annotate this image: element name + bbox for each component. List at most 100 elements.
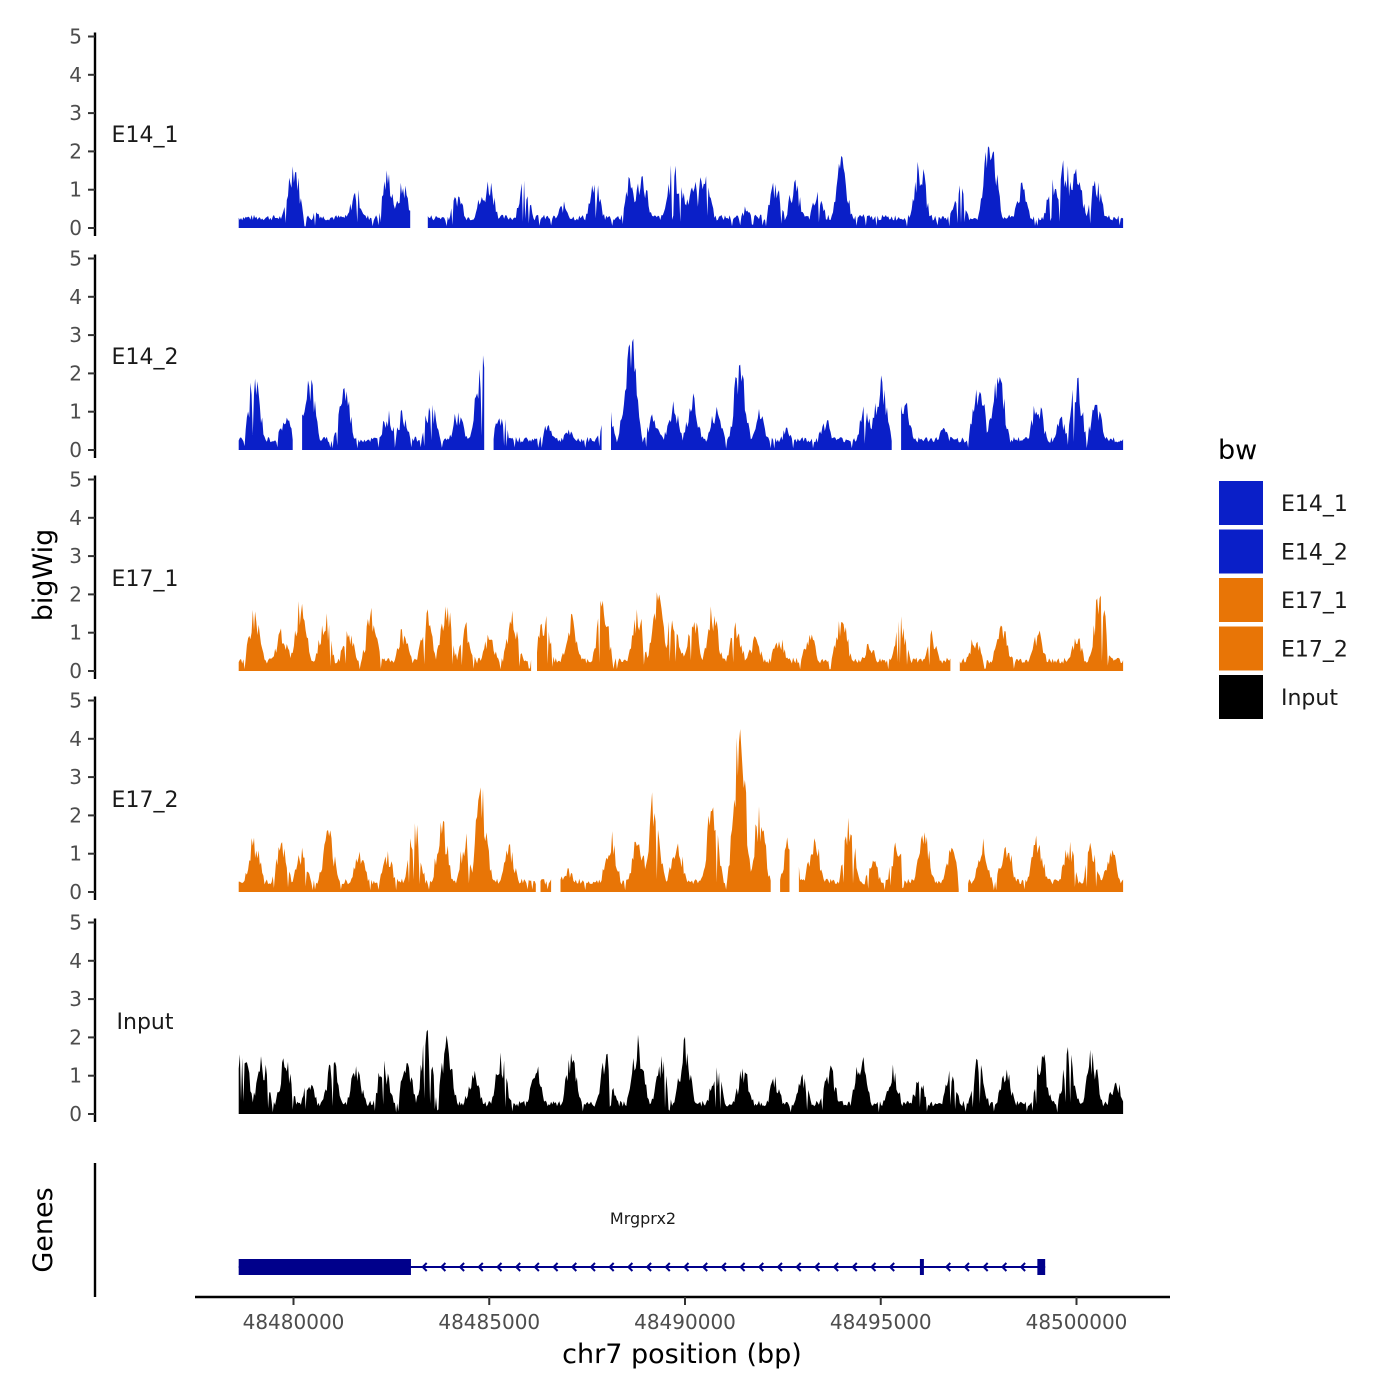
track-label-Input: Input	[117, 1010, 174, 1035]
strand-arrow	[626, 1262, 634, 1272]
strand-arrow	[963, 1262, 970, 1272]
strand-arrow	[421, 1262, 428, 1272]
x-tick-label: 48490000	[634, 1310, 736, 1334]
y-tick-label-E17_2: 3	[69, 765, 82, 789]
y-tick-label-Input: 1	[69, 1064, 82, 1088]
legend-swatch-Input	[1219, 675, 1263, 719]
signal-area-E14_2	[238, 378, 293, 450]
strand-arrow	[813, 1262, 821, 1272]
y-tick-label-E17_1: 4	[69, 506, 82, 530]
strand-arrow	[496, 1262, 503, 1272]
y-tick-label-E14_2: 3	[69, 323, 82, 347]
y-tick-label-E14_2: 4	[69, 285, 82, 309]
y-tick-label-E17_2: 5	[69, 689, 82, 713]
strand-arrow	[870, 1262, 877, 1272]
y-axis-title: bigWig	[28, 529, 59, 622]
signal-area-E14_1	[427, 146, 1124, 228]
y-tick-label-E17_2: 4	[69, 727, 82, 751]
legend-title: bw	[1218, 435, 1257, 466]
signal-area-E17_1	[959, 595, 1124, 671]
y-tick-label-E14_1: 0	[69, 216, 82, 240]
signal-area-E17_2	[968, 835, 1124, 892]
y-tick-label-E17_2: 2	[69, 803, 82, 827]
signal-area-E17_2	[540, 879, 552, 892]
track-E17_1: 0 1 2 3 4 5 E17_1	[69, 468, 1124, 683]
strand-arrow	[514, 1262, 521, 1272]
strand-arrow	[608, 1262, 615, 1272]
signal-area-E14_1	[238, 166, 411, 228]
signal-area-Input	[238, 1029, 1124, 1114]
y-tick-label-Input: 0	[69, 1102, 82, 1126]
y-tick-label-E14_2: 1	[69, 400, 82, 424]
strand-arrow	[645, 1262, 652, 1272]
y-tick-label-E14_2: 0	[69, 438, 82, 462]
track-E14_1: 0 1 2 3 4 5 E14_1	[69, 25, 1124, 240]
legend-swatch-E17_2	[1219, 626, 1263, 671]
strand-arrow	[1000, 1262, 1008, 1272]
legend-label-E14_1: E14_1	[1281, 492, 1348, 517]
legend-label-E17_1: E17_1	[1281, 589, 1348, 614]
strand-arrow	[832, 1262, 839, 1272]
y-tick-label-E17_2: 1	[69, 842, 82, 866]
track-Input: 0 1 2 3 4 5 Input	[69, 911, 1124, 1126]
strand-arrow	[477, 1262, 484, 1272]
y-tick-label-E14_1: 1	[69, 178, 82, 202]
strand-arrow	[683, 1262, 690, 1272]
legend-label-Input: Input	[1281, 686, 1338, 711]
strand-arrow	[552, 1262, 559, 1272]
x-ticks: 48480000 48485000 48490000 48495000 48500000	[243, 1297, 1127, 1334]
strand-arrow	[851, 1262, 858, 1272]
legend-label-E17_2: E17_2	[1281, 638, 1348, 663]
x-tick-label: 48495000	[830, 1310, 932, 1334]
strand-arrow	[570, 1262, 578, 1272]
signal-area-E17_2	[238, 787, 536, 892]
signal-area-E17_1	[537, 592, 951, 671]
strand-arrow	[795, 1262, 802, 1272]
y-tick-label-Input: 4	[69, 949, 82, 973]
strand-arrow	[944, 1262, 952, 1272]
gene-panel: Genes Mrgprx2	[28, 1163, 1046, 1297]
y-tick-label-E17_1: 2	[69, 582, 82, 606]
strand-arrow	[701, 1262, 708, 1272]
strand-arrow	[776, 1262, 783, 1272]
strand-arrow	[589, 1262, 596, 1272]
gene-exon	[238, 1259, 411, 1275]
x-axis: 48480000 48485000 48490000 48495000 48500000…	[195, 1295, 1170, 1370]
strand-arrow	[439, 1262, 447, 1272]
strand-arrow	[1019, 1262, 1026, 1272]
track-label-E17_2: E17_2	[112, 788, 179, 813]
signal-area-E14_2	[901, 376, 1124, 450]
signal-area-E17_2	[780, 837, 790, 892]
x-axis-title: chr7 position (bp)	[562, 1339, 802, 1370]
y-tick-label-E14_2: 5	[69, 247, 82, 271]
y-tick-label-E14_1: 4	[69, 63, 82, 87]
signal-area-E14_2	[302, 355, 485, 450]
legend-label-E14_2: E14_2	[1281, 541, 1348, 566]
signal-area-E17_2	[560, 729, 771, 892]
y-tick-label-E17_1: 0	[69, 659, 82, 683]
legend-items: E14_1 E14_2 E17_1 E17_2 Input	[1219, 481, 1348, 719]
strand-arrow	[533, 1262, 540, 1272]
y-tick-label-E14_1: 3	[69, 101, 82, 125]
x-tick-label: 48485000	[438, 1310, 540, 1334]
track-label-E14_2: E14_2	[112, 345, 179, 370]
legend-swatch-E17_1	[1219, 578, 1263, 622]
strand-arrow	[888, 1262, 895, 1272]
strand-arrow	[720, 1262, 727, 1272]
legend: bw E14_1 E14_2 E17_1 E17_2 Input	[1218, 435, 1348, 719]
signal-area-E14_2	[611, 338, 892, 450]
gene-model: Mrgprx2	[238, 1209, 1046, 1275]
gene-panel-title: Genes	[28, 1187, 59, 1272]
strand-arrow	[664, 1262, 671, 1272]
signal-area-E17_1	[238, 601, 532, 671]
signal-area-E17_2	[798, 817, 959, 892]
y-tick-label-Input: 2	[69, 1025, 82, 1049]
track-E17_2: 0 1 2 3 4 5 E17_2	[69, 689, 1124, 904]
strand-arrow	[757, 1262, 765, 1272]
gene-exon	[1037, 1259, 1046, 1275]
y-tick-label-E17_1: 3	[69, 544, 82, 568]
y-tick-label-E14_1: 2	[69, 139, 82, 163]
track-label-E17_1: E17_1	[112, 567, 179, 592]
y-tick-label-E14_2: 2	[69, 361, 82, 385]
